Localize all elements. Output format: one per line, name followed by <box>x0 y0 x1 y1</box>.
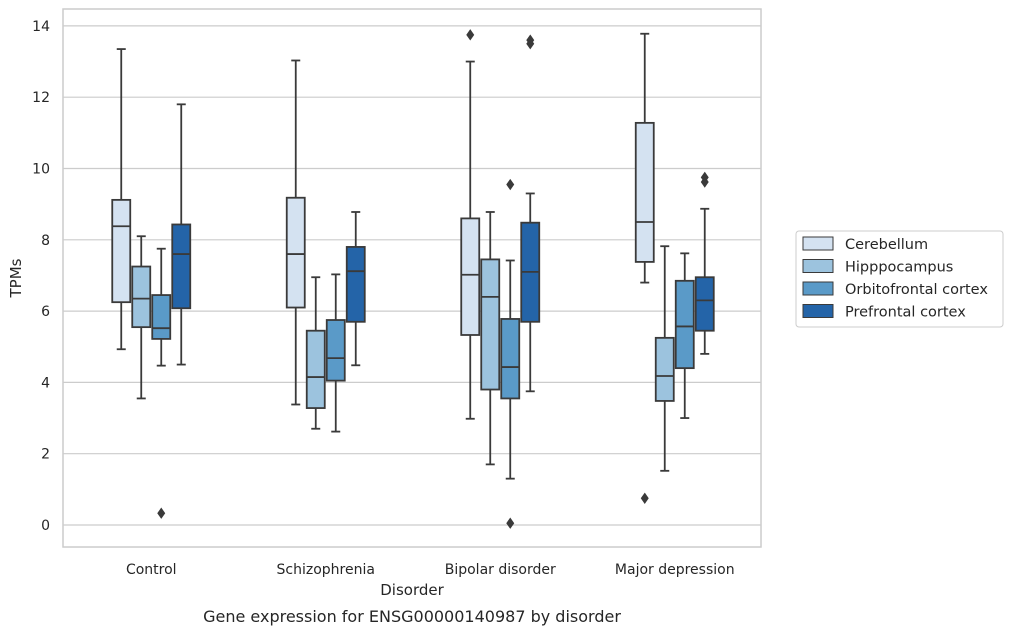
plot-frame <box>62 8 762 548</box>
y-tick-label: 4 <box>41 375 50 391</box>
box-3-2 <box>674 252 695 419</box>
y-tick-label: 12 <box>32 90 50 106</box>
x-tick-label: Schizophrenia <box>277 562 375 578</box>
outlier-point <box>640 492 649 504</box>
boxes-layer <box>111 29 715 529</box>
legend-frame <box>795 230 1004 328</box>
legend-swatch <box>802 281 834 296</box>
outlier-point <box>506 517 515 529</box>
box-iqr <box>480 258 501 391</box>
box-iqr <box>694 276 715 332</box>
y-tick-label: 0 <box>41 518 50 534</box>
y-tick-label: 10 <box>32 162 50 178</box>
y-tick-label: 14 <box>32 19 50 35</box>
box-1-0 <box>285 59 306 406</box>
legend: Cerebellum Hipppocampus Orbitofrontal cort… <box>795 230 1004 328</box>
box-iqr <box>654 336 675 402</box>
box-0-3 <box>171 103 192 366</box>
box-iqr <box>460 217 481 336</box>
outlier-point <box>700 171 709 184</box>
box-iqr <box>345 246 366 323</box>
legend-label: Hipppocampus <box>845 260 953 276</box>
outlier-point <box>526 34 535 46</box>
legend-label: Cerebellum <box>845 237 928 253</box>
legend-label: Prefrontal cortex <box>845 305 966 321</box>
box-3-3 <box>694 171 715 355</box>
x-axis-ticks: Control Schizophrenia Bipolar disorder Majo… <box>126 562 735 578</box>
box-3-1 <box>654 245 675 472</box>
legend-label: Orbitofrontal cortex <box>845 282 988 298</box>
outlier-point <box>466 29 475 41</box>
box-1-2 <box>325 273 346 433</box>
y-tick-label: 2 <box>41 447 50 463</box>
box-0-0 <box>111 48 132 351</box>
box-2-2 <box>500 178 521 529</box>
box-2-0 <box>460 29 481 420</box>
box-1-3 <box>345 211 366 367</box>
box-iqr <box>325 319 346 382</box>
x-tick-label: Control <box>126 562 177 578</box>
outlier-point <box>506 178 515 191</box>
y-axis-label: TPMs <box>7 258 25 298</box>
x-tick-label: Bipolar disorder <box>445 562 556 578</box>
box-2-1 <box>480 211 501 466</box>
box-0-2 <box>151 247 172 519</box>
box-iqr <box>111 198 132 304</box>
box-iqr <box>674 279 695 370</box>
x-tick-label: Major depression <box>615 562 735 578</box>
box-iqr <box>634 121 655 263</box>
y-tick-label: 8 <box>41 233 50 249</box>
outlier-point <box>157 507 166 519</box>
box-iqr <box>285 196 306 309</box>
plot-background <box>63 9 761 547</box>
box-iqr <box>131 265 152 329</box>
chart-caption: Gene expression for ENSG00000140987 by d… <box>203 607 621 626</box>
box-0-1 <box>131 235 152 400</box>
legend-swatch <box>802 236 834 251</box>
box-iqr <box>151 294 172 340</box>
legend-swatch <box>802 304 834 318</box>
box-iqr <box>305 329 326 409</box>
box-iqr <box>171 223 192 310</box>
box-3-0 <box>634 32 655 504</box>
box-2-3 <box>520 34 541 393</box>
y-axis-ticks: 0 2 4 6 8 10 12 14 <box>32 19 50 534</box>
legend-swatch <box>802 259 834 273</box>
x-axis-label: Disorder <box>380 581 444 599</box>
box-1-1 <box>305 276 326 430</box>
y-tick-label: 6 <box>41 304 50 320</box>
box-iqr <box>500 318 521 400</box>
